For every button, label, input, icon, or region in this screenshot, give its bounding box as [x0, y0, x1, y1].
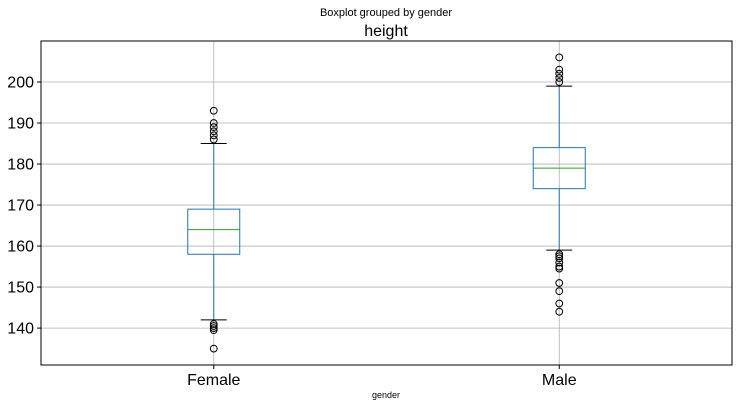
y-tick-label: 170	[7, 198, 34, 215]
x-tick-label: Female	[187, 372, 240, 389]
y-tick-label: 150	[7, 280, 34, 297]
outlier-point	[209, 324, 218, 332]
outlier-point	[209, 131, 218, 140]
outlier-point	[555, 264, 564, 273]
grid-lines	[41, 41, 732, 365]
outlier-point	[209, 322, 218, 330]
y-tick-label: 160	[7, 239, 34, 256]
outlier-point	[209, 320, 218, 328]
ticks: 140 150 160 170 180 190 200 Female Male	[7, 75, 576, 389]
plot-area	[187, 53, 586, 353]
outlier-point	[555, 53, 564, 62]
outlier-point	[555, 65, 564, 74]
outlier-point	[555, 262, 564, 271]
outlier-point	[555, 279, 564, 287]
outlier-point	[555, 254, 564, 263]
outlier-point	[209, 123, 218, 132]
outlier-point	[555, 74, 564, 82]
y-tick-label: 200	[7, 75, 34, 92]
outlier-point	[555, 250, 564, 259]
x-tick-label: Male	[542, 372, 577, 389]
chart-title: height	[364, 23, 408, 40]
outlier-point	[209, 326, 218, 335]
outlier-point	[555, 307, 564, 316]
outlier-point	[555, 258, 564, 267]
axes-frame	[40, 40, 733, 366]
outlier-point	[209, 106, 218, 115]
box-iqr	[187, 208, 241, 255]
y-tick-label: 190	[7, 116, 34, 133]
chart-suptitle: Boxplot grouped by gender	[320, 7, 452, 19]
outlier-point	[555, 78, 564, 86]
outlier-point	[555, 287, 564, 296]
outlier-point	[555, 252, 564, 261]
outlier-point	[555, 299, 564, 308]
outlier-point	[209, 127, 218, 136]
y-tick-label: 140	[7, 321, 34, 338]
x-axis-label: gender	[372, 390, 400, 400]
y-tick-label: 180	[7, 157, 34, 174]
outlier-point	[209, 344, 218, 353]
outlier-point	[209, 119, 218, 127]
outlier-point	[555, 69, 564, 78]
outlier-point	[209, 135, 218, 144]
